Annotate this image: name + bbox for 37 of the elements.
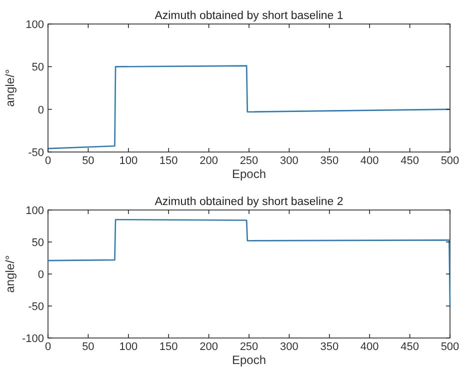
x-tick-label: 350	[320, 155, 339, 167]
y-tick-label: 0	[38, 104, 44, 116]
y-tick-label: -50	[28, 301, 44, 313]
x-tick-label: 250	[240, 341, 258, 353]
chart-title: Azimuth obtained by short baseline 1	[154, 10, 344, 22]
x-tick-label: 150	[159, 341, 178, 353]
x-tick-label: 450	[400, 341, 419, 353]
x-tick-label: 150	[159, 155, 178, 167]
line-series	[47, 65, 451, 150]
x-tick-label: 450	[400, 155, 419, 167]
x-tick-label: 500	[440, 341, 460, 353]
x-tick-label: 200	[200, 155, 218, 167]
x-tick-label: 200	[200, 341, 218, 353]
x-tick-label: 400	[360, 341, 379, 353]
x-tick-label: 100	[119, 155, 138, 167]
y-axis-title: angle/°	[3, 69, 17, 107]
x-axis-title: Epoch	[232, 353, 266, 367]
y-tick-label: -100	[22, 333, 44, 345]
x-axis-title: Epoch	[232, 167, 266, 181]
x-tick-label: 300	[280, 155, 298, 167]
y-tick-label: 50	[32, 62, 44, 74]
x-tick-label: 350	[320, 341, 339, 353]
x-tick-label: 50	[82, 341, 94, 353]
x-tick-label: 250	[240, 155, 258, 167]
y-axis-title: angle/°	[3, 255, 17, 293]
y-tick-label: 100	[26, 19, 44, 31]
y-tick-label: 0	[38, 269, 44, 281]
line-series	[47, 218, 451, 307]
y-tick-label: -50	[28, 147, 44, 159]
x-tick-label: 400	[360, 155, 379, 167]
x-tick-label: 500	[440, 155, 460, 167]
y-tick-label: 100	[26, 205, 44, 217]
chart-title: Azimuth obtained by short baseline 2	[154, 196, 344, 208]
x-tick-label: 50	[82, 155, 94, 167]
x-tick-label: 300	[280, 341, 298, 353]
y-tick-label: 50	[32, 237, 44, 249]
x-tick-label: 100	[119, 341, 138, 353]
